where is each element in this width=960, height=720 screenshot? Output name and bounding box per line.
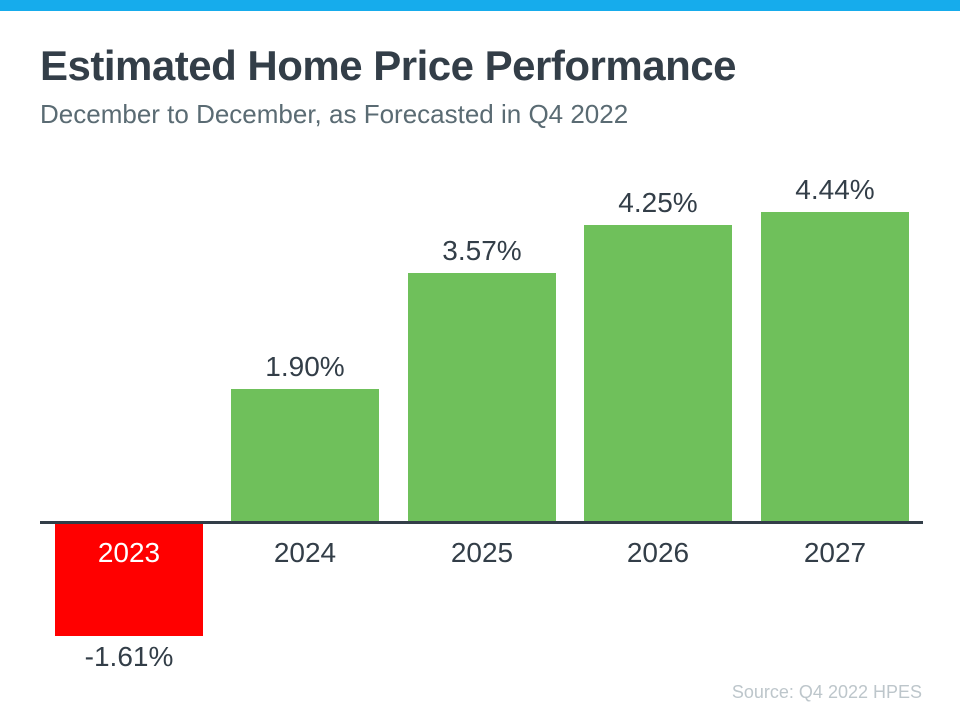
bar-2026 xyxy=(584,225,732,521)
page-title: Estimated Home Price Performance xyxy=(40,42,736,89)
top-accent-bar xyxy=(0,0,960,11)
bar-2023 xyxy=(55,524,203,636)
bar-value-label-2024: 1.90% xyxy=(265,351,345,382)
bar-value-label-2025: 3.57% xyxy=(442,235,522,266)
page-subtitle: December to December, as Forecasted in Q… xyxy=(40,99,629,129)
bar-value-label-2023: -1.61% xyxy=(84,641,174,672)
source-credit: Source: Q4 2022 HPES xyxy=(731,682,922,702)
x-axis-line xyxy=(40,521,923,524)
bar-2027 xyxy=(761,212,909,521)
bar-category-label-2024: 2024 xyxy=(273,537,337,568)
bar-value-label-2027: 4.44% xyxy=(795,174,875,205)
bar-category-label-2026: 2026 xyxy=(626,537,690,568)
bar-2025 xyxy=(408,273,556,521)
bar-category-label-2027: 2027 xyxy=(803,537,867,568)
bar-category-label-2025: 2025 xyxy=(450,537,514,568)
bar-value-label-2026: 4.25% xyxy=(618,187,698,218)
bar-2024 xyxy=(231,389,379,521)
bar-category-label-2023: 2023 xyxy=(97,537,161,568)
